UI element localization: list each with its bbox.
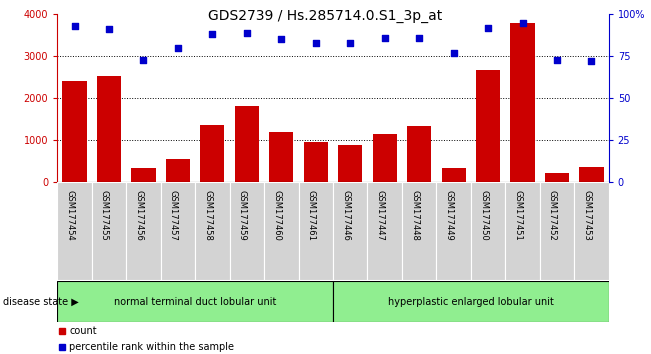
Bar [57, 281, 333, 322]
Point [311, 40, 321, 46]
Bar [166, 159, 190, 182]
Point [518, 20, 528, 25]
Bar [436, 182, 471, 280]
Text: GDS2739 / Hs.285714.0.S1_3p_at: GDS2739 / Hs.285714.0.S1_3p_at [208, 9, 443, 23]
Text: percentile rank within the sample: percentile rank within the sample [70, 342, 234, 352]
Bar [97, 76, 121, 182]
Point [138, 57, 148, 62]
Point [345, 40, 355, 46]
Point [587, 58, 597, 64]
Text: GSM177459: GSM177459 [238, 190, 247, 241]
Text: GSM177451: GSM177451 [514, 190, 523, 241]
Bar [471, 182, 505, 280]
Point [69, 23, 79, 29]
Bar [545, 173, 569, 182]
Point [276, 36, 286, 42]
Bar [264, 182, 299, 280]
Bar [510, 23, 534, 182]
Text: GSM177447: GSM177447 [376, 190, 385, 241]
Point [552, 57, 562, 62]
Text: hyperplastic enlarged lobular unit: hyperplastic enlarged lobular unit [388, 297, 554, 307]
Bar [235, 106, 259, 182]
Point [104, 27, 114, 32]
Bar [161, 182, 195, 280]
Text: GSM177458: GSM177458 [203, 190, 212, 241]
Bar [333, 182, 367, 280]
Bar [574, 182, 609, 280]
Text: GSM177455: GSM177455 [100, 190, 109, 241]
Bar [57, 182, 92, 280]
Bar [505, 182, 540, 280]
Bar [367, 182, 402, 280]
Bar [540, 182, 574, 280]
Bar [92, 182, 126, 280]
Point [380, 35, 390, 41]
Bar [195, 182, 230, 280]
Bar [372, 134, 396, 182]
Text: GSM177452: GSM177452 [548, 190, 557, 241]
Bar [402, 182, 436, 280]
Bar [304, 142, 328, 182]
Text: count: count [70, 326, 97, 336]
Text: GSM177461: GSM177461 [307, 190, 316, 241]
Point [207, 32, 217, 37]
Text: GSM177456: GSM177456 [135, 190, 143, 241]
Bar [441, 168, 465, 182]
Bar [132, 168, 156, 182]
Bar [126, 182, 161, 280]
Text: GSM177460: GSM177460 [272, 190, 281, 241]
Bar [476, 70, 500, 182]
Bar [299, 182, 333, 280]
Text: GSM177448: GSM177448 [410, 190, 419, 241]
Bar [230, 182, 264, 280]
Bar [270, 132, 294, 182]
Point [173, 45, 183, 51]
Bar [333, 281, 609, 322]
Text: GSM177450: GSM177450 [479, 190, 488, 241]
Bar [338, 145, 362, 182]
Text: GSM177453: GSM177453 [583, 190, 592, 241]
Bar [201, 125, 225, 182]
Text: GSM177446: GSM177446 [341, 190, 350, 241]
Point [414, 35, 424, 41]
Point [483, 25, 493, 30]
Text: GSM177454: GSM177454 [66, 190, 74, 241]
Text: GSM177457: GSM177457 [169, 190, 178, 241]
Point [242, 30, 252, 35]
Bar [579, 167, 603, 182]
Text: disease state ▶: disease state ▶ [3, 297, 79, 307]
Text: GSM177449: GSM177449 [445, 190, 454, 241]
Bar [407, 126, 431, 182]
Bar [62, 81, 87, 182]
Point [449, 50, 459, 56]
Text: normal terminal duct lobular unit: normal terminal duct lobular unit [114, 297, 276, 307]
